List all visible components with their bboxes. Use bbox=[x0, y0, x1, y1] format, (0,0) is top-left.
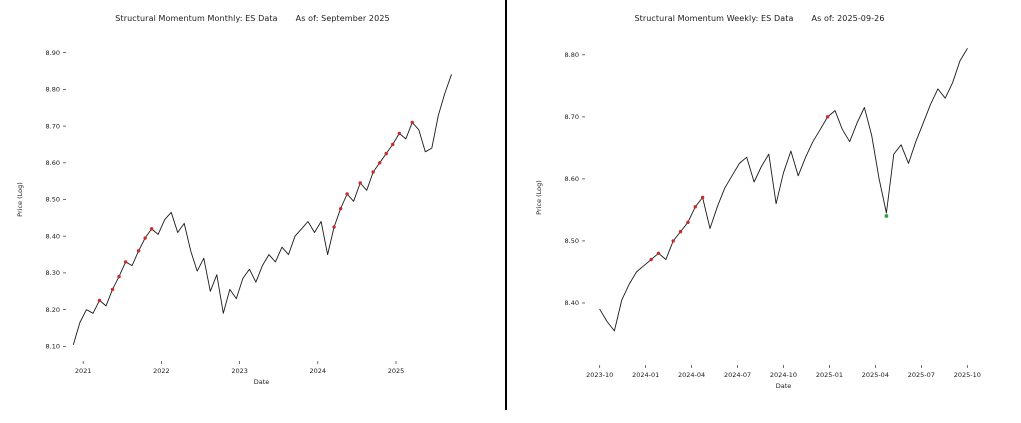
monthly-chart-canvas: 2021 2022 2023 2024 2025 8.10 8.20 8.30 8.40 8.50… bbox=[16, 49, 452, 386]
signal-marker-red bbox=[671, 239, 675, 243]
x-tick-label: 2024-07 bbox=[724, 371, 751, 379]
signal-marker-red bbox=[656, 251, 661, 256]
x-tick-label: 2023-10 bbox=[586, 371, 613, 379]
y-tick-label: 8.80 bbox=[46, 86, 60, 94]
monthly-title-text: Structural Momentum Monthly: ES Data bbox=[115, 14, 278, 23]
y-tick-label: 8.80 bbox=[565, 51, 579, 59]
y-tick-label: 8.70 bbox=[565, 113, 579, 121]
monthly-chart-panel: Structural Momentum Monthly: ES Data As o… bbox=[0, 0, 505, 423]
y-tick-label: 8.50 bbox=[565, 237, 579, 245]
y-tick-label: 8.70 bbox=[46, 122, 60, 130]
x-tick-label: 2024-04 bbox=[678, 371, 705, 379]
signal-marker-red bbox=[117, 274, 121, 279]
signal-marker-red bbox=[410, 120, 414, 125]
x-tick-label: 2024-10 bbox=[770, 371, 797, 379]
x-axis-label: Date bbox=[776, 382, 792, 390]
signal-marker-red bbox=[110, 287, 115, 292]
weekly-chart-title: Structural Momentum Weekly: ES Data As of… bbox=[507, 14, 1012, 23]
signal-marker-red bbox=[97, 298, 102, 303]
y-tick-label: 8.60 bbox=[565, 175, 579, 183]
price-line bbox=[599, 48, 968, 332]
signal-marker-red bbox=[649, 257, 653, 262]
signal-marker-red bbox=[345, 192, 349, 196]
signal-marker-red bbox=[371, 170, 375, 174]
signal-marker-red bbox=[678, 229, 683, 234]
price-line bbox=[72, 74, 452, 345]
signal-marker-red bbox=[143, 236, 147, 240]
weekly-chart-panel: Structural Momentum Weekly: ES Data As of… bbox=[507, 0, 1012, 423]
y-tick-label: 8.50 bbox=[46, 196, 60, 204]
signal-marker-red bbox=[149, 227, 154, 231]
signal-marker-red bbox=[391, 142, 395, 147]
signal-marker-red bbox=[136, 249, 141, 253]
signal-marker-red bbox=[384, 151, 388, 156]
signal-marker-red bbox=[378, 161, 382, 165]
x-tick-label: 2023 bbox=[231, 367, 248, 375]
x-tick-label: 2022 bbox=[153, 367, 170, 375]
weekly-title-text: Structural Momentum Weekly: ES Data bbox=[634, 14, 794, 23]
x-axis-label: Date bbox=[254, 378, 270, 386]
signal-marker-red bbox=[338, 206, 343, 211]
signal-marker-red bbox=[358, 181, 362, 185]
signal-marker-red bbox=[700, 195, 705, 200]
monthly-as-of-text: As of: September 2025 bbox=[295, 14, 390, 23]
signal-marker-red bbox=[123, 260, 128, 264]
signal-marker-green bbox=[884, 214, 889, 218]
y-tick-label: 8.90 bbox=[46, 49, 60, 57]
x-tick-label: 2025-04 bbox=[862, 371, 889, 379]
x-tick-label: 2021 bbox=[75, 367, 92, 375]
signal-marker-red bbox=[332, 225, 336, 229]
y-tick-label: 8.40 bbox=[565, 299, 579, 307]
y-tick-label: 8.60 bbox=[46, 159, 60, 167]
x-tick-label: 2024 bbox=[310, 367, 327, 375]
weekly-chart-canvas: 2023-10 2024-01 2024-04 2024-07 2024-10 2025-… bbox=[535, 48, 981, 390]
x-tick-label: 2024-01 bbox=[632, 371, 659, 379]
x-tick-label: 2025-07 bbox=[908, 371, 935, 379]
y-tick-label: 8.20 bbox=[46, 306, 60, 314]
signal-marker-red bbox=[397, 131, 401, 136]
signal-marker-red bbox=[825, 115, 830, 119]
y-tick-label: 8.10 bbox=[46, 343, 60, 351]
monthly-chart-title: Structural Momentum Monthly: ES Data As o… bbox=[0, 14, 505, 23]
y-axis-label: Price (Log) bbox=[535, 180, 543, 215]
x-tick-label: 2025-10 bbox=[954, 371, 981, 379]
signal-marker-red bbox=[686, 220, 690, 225]
signal-marker-red bbox=[693, 205, 697, 209]
y-tick-label: 8.30 bbox=[46, 269, 60, 277]
panel-divider bbox=[505, 0, 507, 410]
x-tick-label: 2025-01 bbox=[816, 371, 843, 379]
y-axis-label: Price (Log) bbox=[16, 182, 24, 217]
x-tick-label: 2025 bbox=[388, 367, 405, 375]
y-tick-label: 8.40 bbox=[46, 232, 60, 240]
weekly-as-of-text: As of: 2025-09-26 bbox=[811, 14, 885, 23]
